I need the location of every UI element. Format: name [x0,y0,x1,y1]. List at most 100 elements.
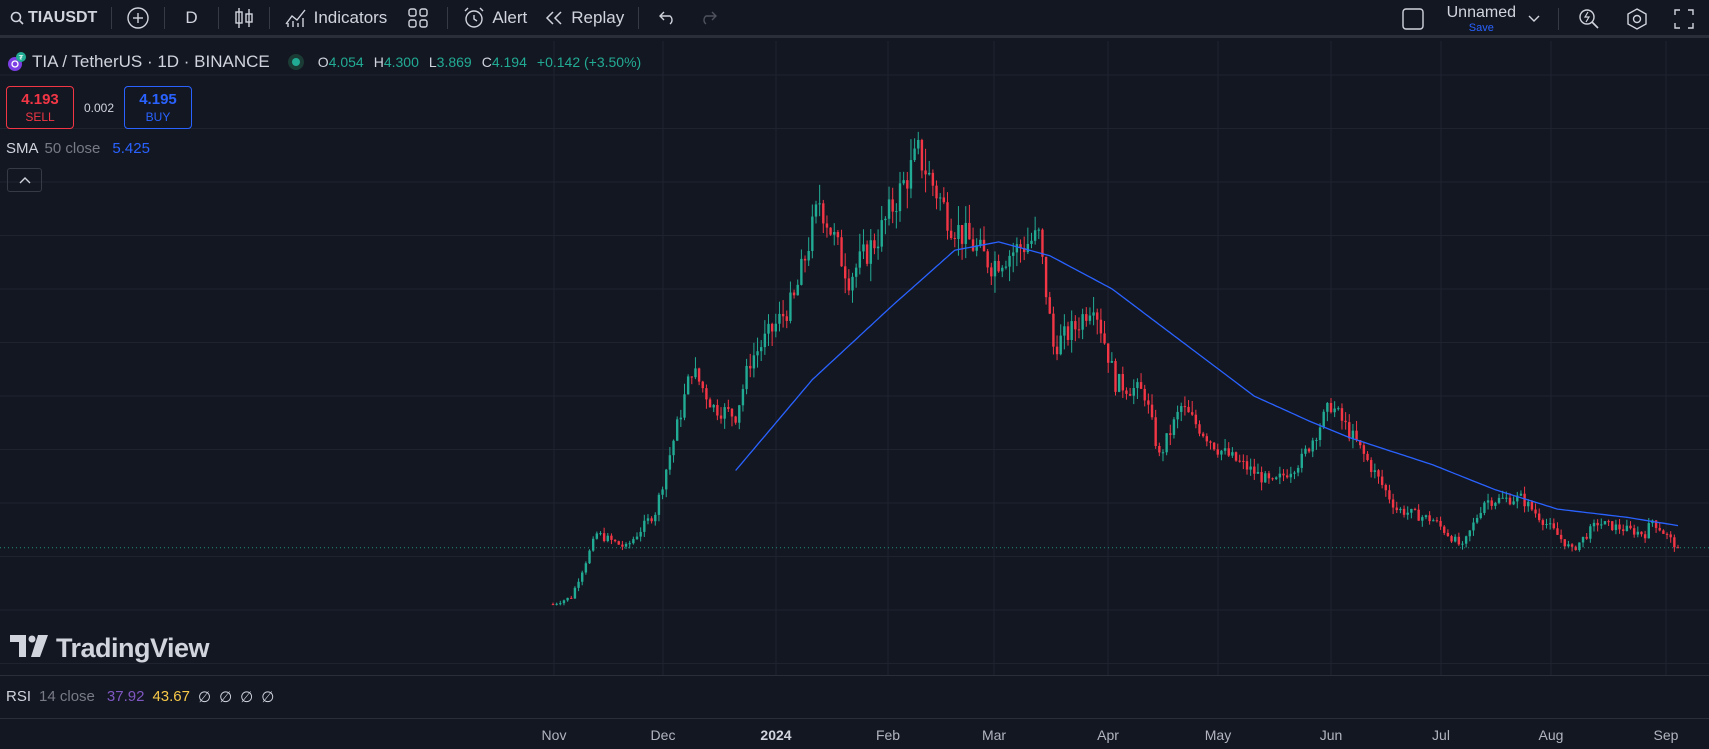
alert-button[interactable]: Alert [454,0,535,37]
plus-circle-icon [126,6,150,30]
candle-body [847,278,851,291]
candle-body [1282,473,1285,476]
candle-body [570,597,573,599]
candle-body [1099,319,1103,334]
candle-body [1103,333,1106,344]
layout-select-checkbox[interactable] [1393,0,1433,38]
candle-body [1369,460,1373,472]
candle-body [1472,522,1475,531]
layout-menu-button[interactable] [1524,0,1552,38]
divider [638,6,640,29]
fullscreen-button[interactable] [1661,0,1709,38]
candle-body [1318,427,1322,441]
symbol-search-button[interactable]: TIAUSDT [0,0,105,37]
candle-body [796,284,799,296]
redo-icon [699,10,719,26]
redo-button[interactable] [689,0,729,37]
time-axis-label: Jun [1319,727,1343,743]
candle-body [1567,544,1570,547]
candle-body [1191,412,1194,415]
rsi-legend: RSI 14 close 37.92 43.67 ∅ ∅ ∅ ∅ [6,688,274,706]
candle-body [1673,537,1676,548]
candle-body [1344,420,1347,423]
candle-body [1399,508,1402,511]
candle-body [964,222,967,244]
candle-body [686,376,690,395]
indicators-button[interactable]: Indicators [276,0,396,37]
high-key: H [373,54,384,70]
candle-body [876,246,880,249]
candle-body [880,220,883,247]
candle-body [1380,476,1384,485]
candle-body [1092,312,1095,316]
candle-body [1088,315,1092,321]
time-axis-label: May [1204,727,1232,743]
candle-body [756,351,759,356]
quick-search-button[interactable] [1565,0,1613,38]
candle-body [763,333,767,348]
candle-body [1563,539,1566,547]
candle-body [979,239,982,246]
candle-body [1494,502,1497,506]
candle-body [1037,229,1040,231]
sell-button[interactable]: 4.193 SELL [6,86,74,129]
candle-body [1041,229,1044,257]
candle-body [1611,521,1614,531]
layout-name: Unnamed Save [1441,4,1522,34]
candle-body [869,240,872,264]
indicator-templates-button[interactable] [395,0,441,37]
candle-body [1574,546,1577,550]
svg-text:₮: ₮ [19,54,24,62]
candle-body [675,419,679,441]
layout-name-button[interactable]: Unnamed Save [1433,0,1524,38]
candle-body [1012,252,1015,256]
candle-body [610,535,613,540]
candle-body [708,399,712,408]
rsi-pane[interactable]: RSI 14 close 37.92 43.67 ∅ ∅ ∅ ∅ [0,675,1709,717]
candle-body [895,211,898,213]
sma-legend[interactable]: SMA 50 close 5.425 [6,140,150,157]
grid-icon [407,7,429,29]
rsi-empty-value: ∅ [219,689,233,706]
candle-body [1348,422,1351,439]
chart-type-button[interactable] [225,0,263,37]
sma-value: 5.425 [112,140,150,157]
gear-icon [1625,7,1649,31]
candle-body [1622,529,1625,532]
candle-body [814,204,818,217]
candle-body [873,240,876,249]
candle-body [891,199,894,212]
sma-line [735,241,1679,527]
low-key: L [428,54,437,70]
candle-body [1216,449,1219,455]
compare-symbol-button[interactable] [118,0,158,37]
candle-body [789,292,792,321]
candle-body [1559,534,1563,540]
candle-body [803,258,807,261]
candle-body [690,376,693,378]
spread-value: 0.002 [83,100,115,115]
divider [1558,8,1559,30]
price-chart[interactable] [0,41,1709,675]
candle-body [1589,526,1592,539]
candle-body [1267,473,1271,479]
candle-body [1223,448,1227,451]
interval-button[interactable]: D [171,0,211,37]
candle-body [679,417,683,420]
candlestick-chart[interactable] [0,41,1709,675]
candle-body [1527,501,1530,507]
candle-body [1464,536,1468,544]
interval-label: D [185,7,198,27]
tradingview-logo[interactable]: TradingView [10,633,210,664]
candle-body [643,520,646,532]
candle-body [1059,335,1062,355]
time-axis[interactable]: Nov Dec 2024 Feb Mar Apr May Jun Jul Aug… [0,718,1709,749]
candle-body [1479,512,1482,518]
candle-body [1497,497,1501,503]
settings-button[interactable] [1613,0,1661,38]
candle-body [1074,321,1077,330]
replay-button[interactable]: Replay [535,0,632,37]
buy-button[interactable]: 4.195 BUY [124,86,192,129]
collapse-legend-button[interactable] [7,168,42,192]
undo-button[interactable] [645,0,689,37]
